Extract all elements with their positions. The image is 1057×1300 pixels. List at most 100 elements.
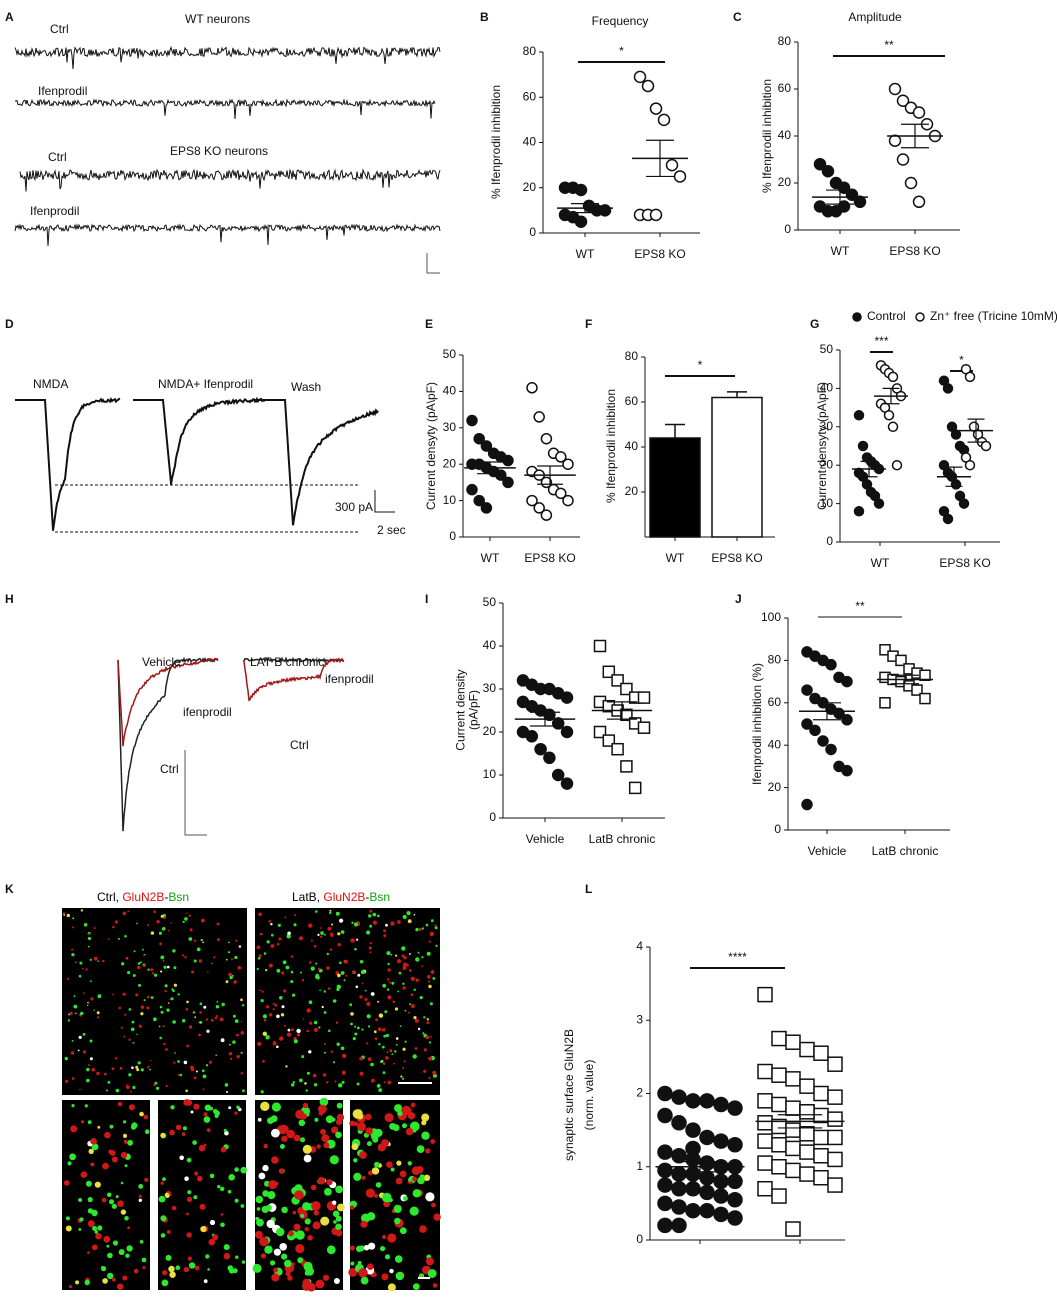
puncta <box>383 1081 386 1084</box>
puncta <box>106 1244 110 1248</box>
puncta <box>350 1022 353 1026</box>
x-tick-label: WT <box>871 556 890 570</box>
y-tick-label: 1 <box>636 1159 643 1173</box>
puncta <box>398 971 402 975</box>
puncta <box>136 922 138 925</box>
marker <box>598 204 612 217</box>
puncta <box>175 1265 181 1270</box>
marker <box>699 1155 715 1171</box>
puncta <box>336 1102 343 1109</box>
puncta <box>89 1057 93 1061</box>
puncta <box>82 1032 86 1036</box>
puncta <box>296 1028 301 1034</box>
puncta <box>63 914 65 916</box>
y-tick-label: 20 <box>778 175 792 189</box>
puncta <box>386 951 391 956</box>
marker <box>473 432 485 445</box>
y-tick-label: 40 <box>778 128 792 142</box>
puncta <box>255 1230 263 1239</box>
puncta <box>131 1122 138 1129</box>
puncta <box>79 1217 84 1222</box>
puncta <box>365 1113 372 1121</box>
puncta <box>74 961 77 964</box>
marker <box>757 1093 773 1109</box>
puncta <box>394 1007 399 1011</box>
title-part: - <box>164 890 168 904</box>
puncta <box>403 962 408 967</box>
y-axis-label: (norm. value) <box>582 1060 596 1131</box>
puncta <box>256 1207 261 1211</box>
puncta <box>193 959 197 963</box>
puncta <box>122 911 127 916</box>
puncta <box>313 1027 318 1032</box>
puncta <box>164 984 168 988</box>
puncta <box>337 973 341 978</box>
marker <box>593 639 607 653</box>
puncta <box>201 918 205 923</box>
puncta <box>95 1233 102 1240</box>
puncta <box>215 1054 217 1056</box>
puncta <box>285 1271 291 1277</box>
marker <box>827 1056 843 1072</box>
puncta <box>65 1216 70 1221</box>
puncta <box>357 1260 362 1265</box>
puncta <box>291 1028 294 1031</box>
puncta <box>240 998 243 1002</box>
puncta <box>271 1273 280 1282</box>
title-part: GluN2B <box>122 890 164 904</box>
marker <box>896 153 910 166</box>
marker <box>813 1148 829 1164</box>
puncta <box>173 1061 176 1064</box>
puncta <box>82 967 84 970</box>
puncta <box>335 1229 343 1237</box>
puncta <box>206 1029 210 1033</box>
puncta <box>386 1161 393 1168</box>
marker <box>888 134 902 147</box>
puncta <box>270 923 273 926</box>
puncta <box>320 1128 326 1135</box>
puncta <box>82 1050 87 1054</box>
puncta <box>320 1216 330 1226</box>
puncta <box>104 1131 111 1139</box>
puncta <box>412 1283 420 1290</box>
puncta <box>306 1008 311 1013</box>
puncta <box>78 974 82 978</box>
puncta <box>329 1155 339 1165</box>
marker <box>942 513 954 525</box>
puncta <box>160 955 165 960</box>
marker <box>980 440 992 452</box>
scale-bar <box>184 750 207 836</box>
puncta <box>231 974 234 977</box>
puncta <box>124 1164 128 1168</box>
marker <box>853 195 867 209</box>
puncta <box>173 983 177 987</box>
puncta <box>354 947 357 951</box>
puncta <box>204 1104 212 1111</box>
marker <box>671 1115 687 1131</box>
puncta <box>326 966 330 970</box>
puncta <box>376 1084 381 1088</box>
puncta <box>284 1259 292 1268</box>
puncta <box>276 1045 279 1049</box>
sem-bar <box>860 460 878 478</box>
puncta <box>217 1184 221 1189</box>
puncta <box>385 1033 389 1038</box>
significance-label: * <box>619 44 624 58</box>
puncta <box>160 1215 167 1222</box>
y-tick-label: 80 <box>523 44 537 58</box>
puncta <box>340 1046 345 1051</box>
puncta <box>139 1240 144 1244</box>
puncta <box>174 1052 176 1054</box>
puncta <box>216 922 220 926</box>
marker <box>727 1191 743 1208</box>
puncta <box>202 1074 207 1079</box>
marker <box>813 1169 829 1186</box>
puncta <box>137 1061 141 1065</box>
marker <box>964 459 976 471</box>
puncta <box>146 995 150 999</box>
puncta <box>344 959 348 964</box>
puncta <box>293 1134 301 1142</box>
marker <box>771 1137 787 1153</box>
puncta <box>159 1005 163 1009</box>
